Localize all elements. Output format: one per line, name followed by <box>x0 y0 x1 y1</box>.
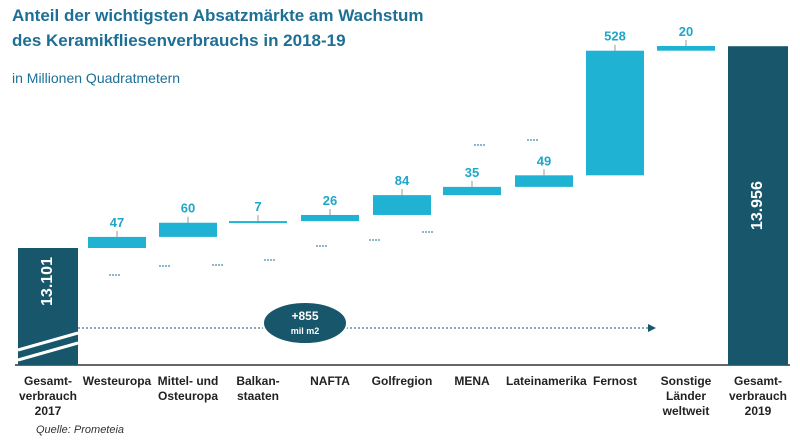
delta-value-label: 47 <box>110 215 124 230</box>
chart-subtitle: in Millionen Quadratmetern <box>12 70 181 86</box>
delta-bar <box>373 195 431 215</box>
source-note: Quelle: Prometeia <box>36 424 125 436</box>
category-label: Westeuropa <box>82 374 152 388</box>
delta-value-label: 35 <box>465 165 479 180</box>
delta-value-label: 528 <box>604 29 626 44</box>
delta-bar <box>586 50 644 176</box>
category-label: Golfregion <box>371 374 433 388</box>
category-label: Sonstige Länder weltweit <box>660 374 712 418</box>
delta-bar <box>88 236 146 248</box>
category-label: Fernost <box>592 374 637 388</box>
delta-value-label: 26 <box>323 193 337 208</box>
growth-arrow-head <box>648 324 656 332</box>
growth-badge <box>262 301 348 345</box>
delta-bar <box>657 45 715 51</box>
category-label: Lateinamerika <box>506 374 587 388</box>
total-bar <box>728 46 788 365</box>
delta-value-label: 20 <box>679 24 693 39</box>
growth-badge-unit: mil m2 <box>291 326 320 336</box>
category-label: Gesamt- verbrauch 2017 <box>18 374 78 418</box>
delta-value-label: 7 <box>254 199 261 214</box>
delta-value-label: 84 <box>395 173 410 188</box>
total-value-label: 13.956 <box>749 181 766 230</box>
total-value-label: 13.101 <box>39 257 56 306</box>
delta-bar <box>443 186 501 196</box>
category-label: MENA <box>454 374 490 388</box>
chart-title-line2: des Keramikfliesenverbrauchs in 2018-19 <box>12 31 346 50</box>
chart-title-line1: Anteil der wichtigsten Absatzmärkte am W… <box>12 6 424 25</box>
growth-badge-value: +855 <box>291 309 318 323</box>
category-label: NAFTA <box>310 374 350 388</box>
category-label: Mittel- und Osteuropa <box>157 374 219 403</box>
delta-value-label: 49 <box>537 153 551 168</box>
delta-value-label: 60 <box>181 201 195 216</box>
delta-bar <box>159 222 217 237</box>
delta-bar <box>301 214 359 222</box>
category-label: Gesamt- verbrauch 2019 <box>728 374 788 418</box>
category-label: Balkan- staaten <box>236 374 280 403</box>
delta-bar <box>515 175 573 187</box>
delta-bar <box>229 221 287 224</box>
axis-break-mark <box>17 331 79 352</box>
axis-break-mark <box>17 341 79 362</box>
